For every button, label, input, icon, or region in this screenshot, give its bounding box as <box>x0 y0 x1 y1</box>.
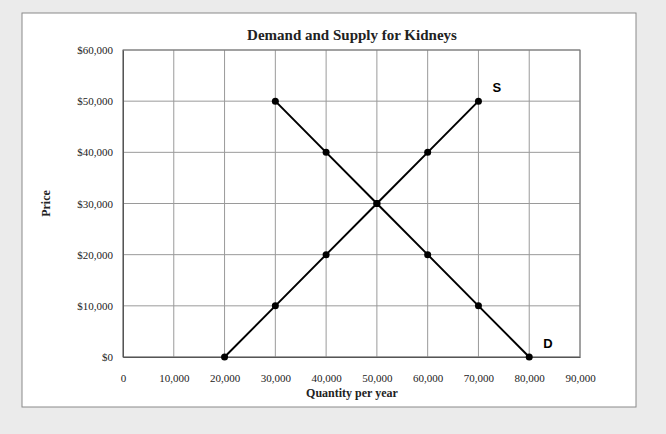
y-axis-title: Price <box>39 190 53 217</box>
plot-frame <box>123 50 580 357</box>
tick: $10,000 <box>77 300 123 312</box>
tick-label: 10,000 <box>159 372 190 384</box>
grid <box>123 50 580 357</box>
point <box>424 251 431 258</box>
tick: $50,000 <box>77 95 123 107</box>
series-line <box>275 101 529 357</box>
tick: 20,000 <box>210 357 241 384</box>
tick-label: $0 <box>102 351 114 363</box>
point <box>475 302 482 309</box>
tick-label: $20,000 <box>77 249 113 261</box>
tick-label: $60,000 <box>77 44 113 56</box>
tick-label: 70,000 <box>464 372 495 384</box>
tick-label: 90,000 <box>565 372 596 384</box>
tick-label: $10,000 <box>77 300 113 312</box>
tick: 60,000 <box>413 357 444 384</box>
x-axis: 0 10,000 20,000 30,000 40,000 50,000 60,000 70,… <box>121 357 596 384</box>
tick: $40,000 <box>77 146 123 158</box>
chart: 0 10,000 20,000 30,000 40,000 50,000 60,000 70,… <box>0 0 666 434</box>
tick: $30,000 <box>77 198 123 210</box>
point <box>475 98 482 105</box>
tick-label: 50,000 <box>362 372 393 384</box>
point <box>323 251 330 258</box>
tick-label: 40,000 <box>311 372 342 384</box>
point <box>526 354 533 361</box>
tick: 80,000 <box>515 357 546 384</box>
tick-label: 0 <box>121 372 127 384</box>
tick: 90,000 <box>565 357 596 384</box>
series-labels: SD <box>492 80 552 351</box>
tick-label: 80,000 <box>515 372 546 384</box>
tick: 10,000 <box>159 357 190 384</box>
tick: 30,000 <box>261 357 292 384</box>
point <box>272 302 279 309</box>
grid-line <box>123 254 580 255</box>
grid-line <box>123 101 580 102</box>
series-label: D <box>543 336 552 351</box>
point <box>424 149 431 156</box>
tick-label: $50,000 <box>77 95 113 107</box>
tick-label: $40,000 <box>77 146 113 158</box>
plot-area <box>221 98 533 361</box>
chart-frame <box>22 13 636 407</box>
tick: 70,000 <box>464 357 495 384</box>
point <box>373 200 380 207</box>
tick-label: 30,000 <box>261 372 292 384</box>
series-line <box>225 101 479 357</box>
grid-line <box>123 203 580 204</box>
tick: $60,000 <box>77 44 123 56</box>
grid-line <box>123 152 580 153</box>
tick: $20,000 <box>77 249 123 261</box>
tick-label: 60,000 <box>413 372 444 384</box>
tick: 40,000 <box>311 357 342 384</box>
y-axis: $0 $10,000 $20,000 $30,000 $40,000 $50,000 $60… <box>77 44 123 363</box>
point <box>272 98 279 105</box>
grid-line <box>123 305 580 306</box>
tick: 0 <box>121 357 127 384</box>
axis-line <box>123 51 124 358</box>
tick-label: $30,000 <box>77 198 113 210</box>
series-label: S <box>492 80 501 95</box>
point <box>323 149 330 156</box>
title: Demand and Supply for Kidneys <box>247 27 457 43</box>
tick-label: 20,000 <box>210 372 241 384</box>
axis-line <box>124 357 581 358</box>
tick: $0 <box>102 351 123 363</box>
point <box>373 200 380 207</box>
x-axis-title: Quantity per year <box>306 386 398 400</box>
point <box>221 354 228 361</box>
tick: 50,000 <box>362 357 393 384</box>
